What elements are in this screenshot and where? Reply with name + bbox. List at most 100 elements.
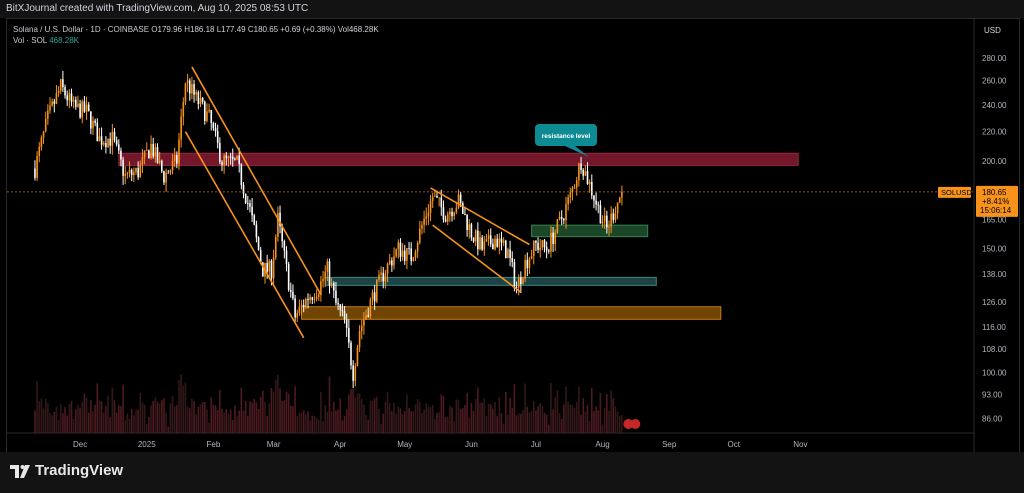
candle-body[interactable] (94, 120, 96, 123)
candle-body[interactable] (440, 197, 443, 208)
candle-body[interactable] (231, 156, 234, 159)
candle-body[interactable] (348, 327, 350, 343)
candle-body[interactable] (380, 272, 382, 275)
candle-body[interactable] (188, 80, 191, 94)
candle-body[interactable] (234, 158, 236, 160)
candle-body[interactable] (543, 240, 546, 248)
candle-body[interactable] (526, 260, 529, 269)
candle-body[interactable] (287, 263, 290, 290)
candle-body[interactable] (378, 274, 380, 280)
candle-body[interactable] (388, 260, 391, 264)
candle-body[interactable] (584, 170, 587, 176)
candle-body[interactable] (257, 237, 260, 251)
candle-body[interactable] (296, 313, 299, 318)
candle-body[interactable] (133, 172, 135, 176)
candle-body[interactable] (152, 143, 154, 157)
candle-body[interactable] (345, 319, 348, 328)
candle-body[interactable] (517, 277, 520, 288)
candle-body[interactable] (107, 138, 109, 148)
candle-body[interactable] (171, 160, 174, 171)
candle-body[interactable] (270, 260, 273, 279)
candle-body[interactable] (350, 342, 352, 366)
candle-body[interactable] (87, 104, 90, 112)
candle-body[interactable] (391, 260, 393, 266)
candle-body[interactable] (337, 302, 339, 305)
chart-area[interactable]: 280.00 260.00 240.00 220.00 200.00 165.00 150.… (6, 18, 1020, 454)
candle-body[interactable] (393, 256, 395, 266)
candle-body[interactable] (414, 251, 417, 258)
candle-body[interactable] (593, 195, 595, 201)
event-flag-icon[interactable] (623, 419, 634, 429)
candle-body[interactable] (582, 170, 584, 176)
candle-body[interactable] (539, 247, 541, 250)
candle-body[interactable] (599, 204, 602, 224)
candle-body[interactable] (470, 224, 473, 238)
candle-body[interactable] (126, 173, 129, 175)
candle-body[interactable] (206, 111, 208, 121)
candle-body[interactable] (485, 238, 488, 242)
candle-body[interactable] (193, 84, 195, 95)
candle-body[interactable] (386, 263, 389, 274)
candle-body[interactable] (578, 163, 580, 181)
candle-body[interactable] (128, 169, 131, 174)
candle-body[interactable] (528, 258, 531, 269)
candle-body[interactable] (317, 294, 320, 297)
candle-body[interactable] (571, 187, 574, 193)
resistance-zone[interactable] (118, 152, 799, 166)
candle-body[interactable] (326, 261, 329, 272)
candle-body[interactable] (423, 218, 425, 225)
candle-body[interactable] (300, 304, 303, 307)
candle-body[interactable] (294, 298, 296, 318)
channel-1-upper-line[interactable] (191, 66, 322, 296)
resistance-callout-bubble[interactable] (535, 124, 597, 157)
candle-body[interactable] (462, 203, 464, 214)
candle-body[interactable] (242, 184, 245, 194)
candle-body[interactable] (315, 296, 318, 299)
candle-body[interactable] (292, 291, 294, 299)
candle-body[interactable] (173, 155, 176, 161)
candle-body[interactable] (266, 262, 268, 272)
candle-body[interactable] (124, 174, 127, 176)
candle-body[interactable] (586, 170, 589, 184)
candle-body[interactable] (221, 162, 223, 166)
candle-body[interactable] (500, 238, 503, 243)
candle-body[interactable] (595, 200, 597, 205)
candle-body[interactable] (556, 219, 559, 233)
candle-body[interactable] (410, 248, 412, 262)
candle-body[interactable] (588, 181, 591, 184)
candle-body[interactable] (606, 215, 608, 228)
candle-body[interactable] (49, 105, 51, 111)
candle-body[interactable] (111, 131, 114, 146)
candle-body[interactable] (96, 122, 99, 142)
candle-body[interactable] (569, 192, 572, 198)
candle-body[interactable] (75, 99, 77, 107)
candle-body[interactable] (560, 217, 563, 219)
candle-body[interactable] (608, 226, 610, 228)
candle-body[interactable] (515, 286, 518, 288)
candle-body[interactable] (406, 248, 408, 261)
candle-body[interactable] (70, 93, 73, 102)
candle-body[interactable] (66, 95, 68, 101)
candle-body[interactable] (401, 250, 404, 257)
candle-body[interactable] (210, 110, 213, 123)
candle-body[interactable] (68, 93, 71, 101)
candle-body[interactable] (105, 143, 107, 148)
candle-body[interactable] (371, 292, 374, 300)
candle-body[interactable] (457, 194, 460, 208)
candle-body[interactable] (259, 250, 262, 263)
candle-body[interactable] (197, 92, 200, 104)
candle-body[interactable] (324, 271, 326, 279)
candle-body[interactable] (496, 238, 498, 247)
candle-body[interactable] (240, 163, 243, 185)
candle-body[interactable] (236, 155, 238, 160)
legend-symbol-title[interactable]: Solana / U.S. Dollar · 1D · COINBASE (13, 25, 150, 34)
candle-body[interactable] (199, 98, 202, 104)
candle-body[interactable] (154, 147, 157, 157)
candle-body[interactable] (320, 281, 322, 295)
candle-body[interactable] (178, 139, 180, 164)
candle-body[interactable] (34, 168, 36, 178)
candle-body[interactable] (113, 131, 116, 141)
candle-body[interactable] (109, 138, 111, 146)
volume-row-label[interactable]: Vol · SOL (13, 36, 47, 45)
candle-body[interactable] (247, 203, 249, 204)
